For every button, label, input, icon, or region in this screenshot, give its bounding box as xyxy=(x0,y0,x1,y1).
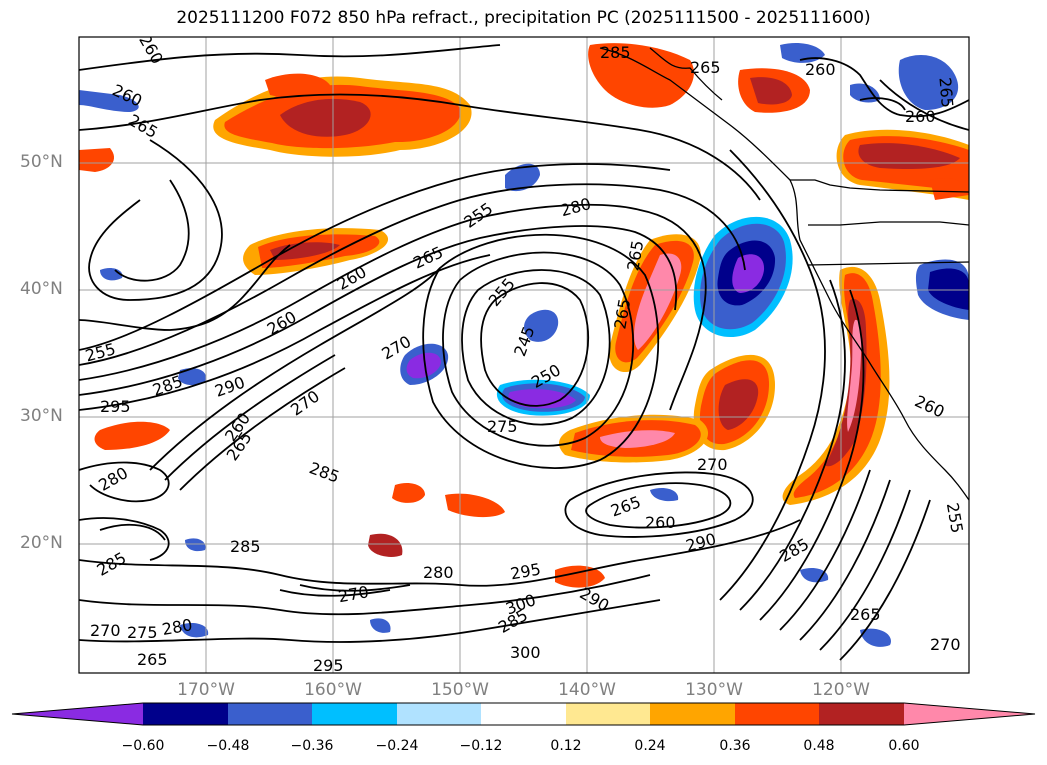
contour-label: 275 xyxy=(487,417,518,436)
contour-label: 270 xyxy=(697,455,728,474)
lat-lon-grid xyxy=(79,37,969,673)
lon-label: 130°W xyxy=(685,680,743,700)
colorbar-tick-label: −0.48 xyxy=(206,738,250,754)
contour-label: 265 xyxy=(137,650,168,669)
lat-label: 40°N xyxy=(20,279,63,299)
colorbar-segment xyxy=(566,703,650,725)
colorbar-segment xyxy=(228,703,312,725)
contour-label: 285 xyxy=(230,537,261,556)
coastline xyxy=(599,47,969,501)
colorbar-segment xyxy=(735,703,819,725)
colorbar-tick-label: 0.48 xyxy=(803,738,835,754)
lon-label: 170°W xyxy=(177,680,235,700)
contour-label: 295 xyxy=(313,656,344,675)
colorbar-tick-label: −0.24 xyxy=(375,738,419,754)
colorbar-segment xyxy=(312,703,397,725)
lon-label: 120°W xyxy=(812,680,870,700)
colorbar-tick-label: −0.12 xyxy=(459,738,503,754)
colorbar-tick-label: 0.60 xyxy=(888,738,920,754)
map-frame xyxy=(78,36,970,674)
contour-label: 280 xyxy=(423,563,454,582)
colorbar-tick-label: 0.24 xyxy=(634,738,666,754)
colorbar-tick-label: 0.36 xyxy=(719,738,751,754)
colorbar-segment xyxy=(481,703,566,725)
contour-label: 275 xyxy=(127,623,158,642)
contour-label: 270 xyxy=(930,635,961,654)
lat-label: 30°N xyxy=(20,406,63,426)
colorbar-extend-min xyxy=(12,703,143,725)
contour-label: 300 xyxy=(510,643,541,662)
contour-label: 265 xyxy=(850,605,881,624)
contour-label: 260 xyxy=(805,60,836,79)
map-title: 2025111200 F072 850 hPa refract., precip… xyxy=(176,8,871,28)
colorbar-tick-label: −0.60 xyxy=(121,738,165,754)
contour-label: 295 xyxy=(100,397,131,416)
contour-label: 265 xyxy=(690,58,721,77)
contour-label: 285 xyxy=(600,43,631,62)
contour-label: 260 xyxy=(645,513,676,532)
lon-label: 150°W xyxy=(431,680,489,700)
colorbar-extend-max xyxy=(904,703,1035,725)
lon-label: 160°W xyxy=(304,680,362,700)
precip-negative-shading xyxy=(79,43,969,647)
colorbar-outline xyxy=(11,702,1036,726)
colorbar xyxy=(11,702,1036,726)
colorbar-segment xyxy=(819,703,904,725)
contour-label: 265 xyxy=(935,77,957,109)
lat-label: 50°N xyxy=(20,152,63,172)
colorbar-segment xyxy=(650,703,735,725)
contour-label: 260 xyxy=(905,107,936,126)
colorbar-segment xyxy=(397,703,481,725)
colorbar-segment xyxy=(143,703,228,725)
refractivity-contours xyxy=(79,44,969,661)
contour-label: 270 xyxy=(90,621,121,640)
colorbar-tick-label: 0.12 xyxy=(550,738,582,754)
lat-label: 20°N xyxy=(20,533,63,553)
lon-label: 140°W xyxy=(558,680,616,700)
colorbar-tick-label: −0.36 xyxy=(290,738,334,754)
